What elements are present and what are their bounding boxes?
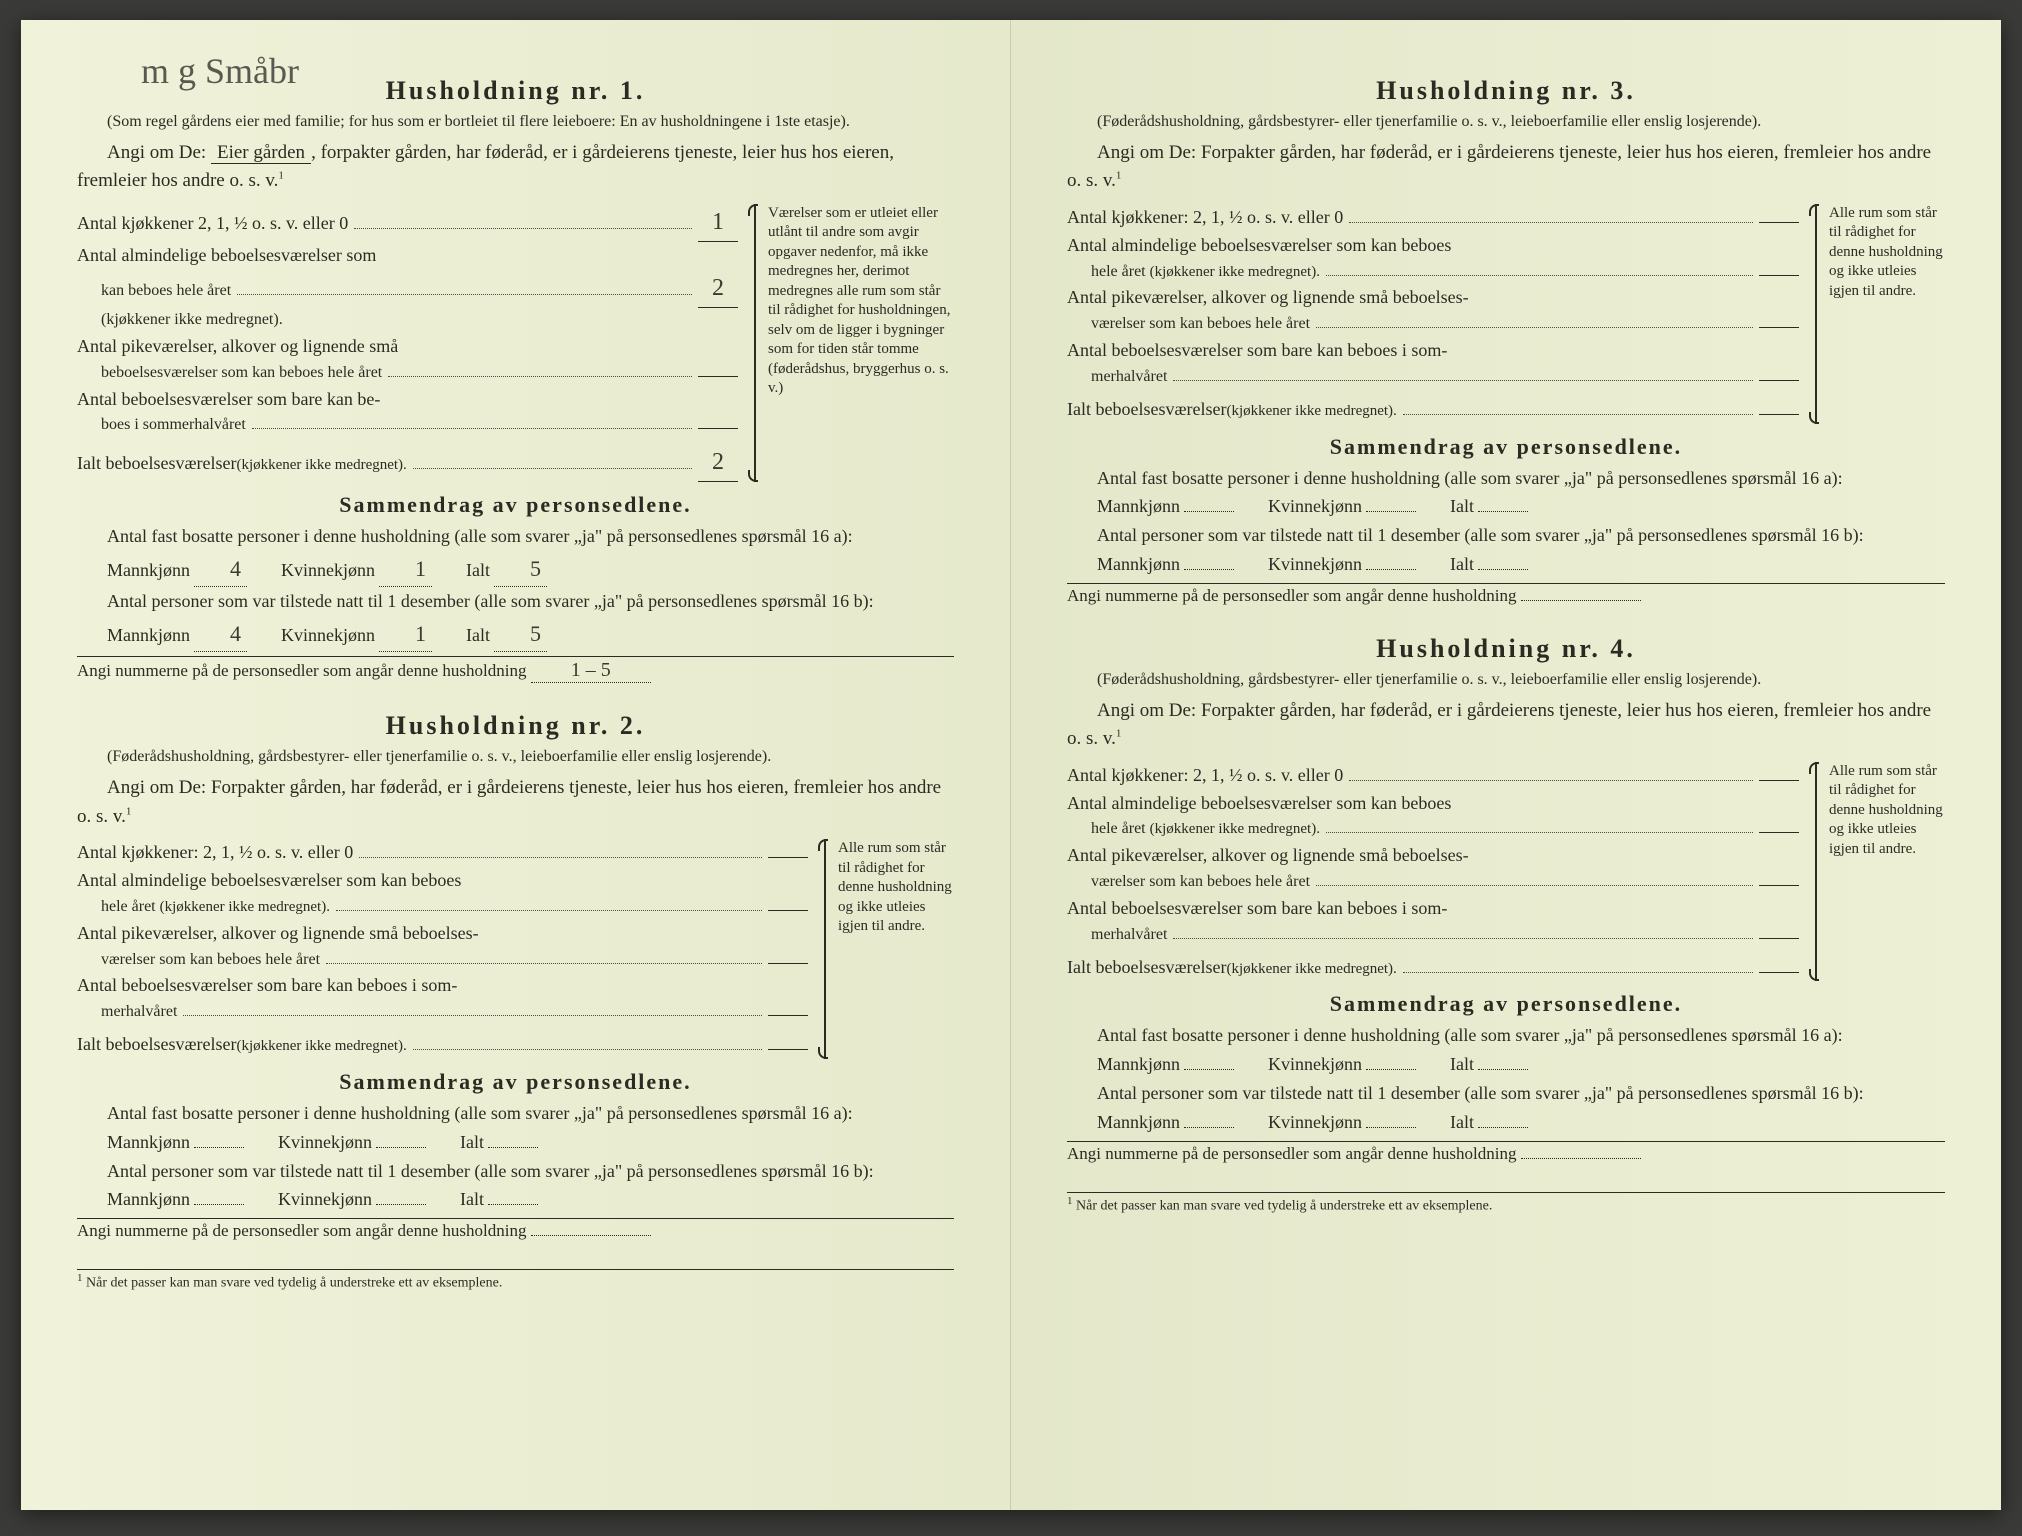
owner-underlined: Eier gården xyxy=(211,142,311,164)
summary-title: Sammendrag av personsedlene. xyxy=(1067,434,1945,460)
room-rows: Antal kjøkkener: 2, 1, ½ o. s. v. eller … xyxy=(77,839,808,1059)
q16b-female: 1 xyxy=(379,616,432,652)
bracket-note-other: Alle rum som står til rådighet for denne… xyxy=(824,839,954,1059)
room-counts-block: Antal kjøkkener 2, 1, ½ o. s. v. eller 0… xyxy=(77,204,954,483)
footnote: 1 Når det passer kan man svare ved tydel… xyxy=(77,1269,954,1292)
summary-line-b: Antal personer som var tilstede natt til… xyxy=(1067,521,1945,579)
summary-line-b: Antal personer som var tilstede natt til… xyxy=(77,587,954,652)
document-spread: m g Småbr Husholdning nr. 1. (Som regel … xyxy=(21,20,2001,1510)
household-title: Husholdning nr. 2. xyxy=(77,711,954,741)
q16a-female: 1 xyxy=(379,551,432,587)
room-rows: Antal kjøkkener 2, 1, ½ o. s. v. eller 0… xyxy=(77,204,738,483)
summary-line-a: Antal fast bosatte personer i denne hush… xyxy=(1067,464,1945,522)
summer-rooms-value xyxy=(698,428,738,429)
summary-line-b: Antal personer som var tilstede natt til… xyxy=(1067,1079,1945,1137)
ordinary-rooms-value: 2 xyxy=(698,270,738,308)
household-subtitle: (Føderådshusholdning, gårdsbestyrer- ell… xyxy=(1067,670,1945,691)
kitchens-value: 1 xyxy=(698,204,738,242)
page-right: Husholdning nr. 3. (Føderådshusholdning,… xyxy=(1011,20,2001,1510)
summary-line-a: Antal fast bosatte personer i denne hush… xyxy=(1067,1021,1945,1079)
small-rooms-value xyxy=(698,376,738,377)
q16b-male: 4 xyxy=(194,616,247,652)
small-rooms-value xyxy=(768,963,808,964)
summary-title: Sammendrag av personsedlene. xyxy=(1067,991,1945,1017)
angi-value: 1 – 5 xyxy=(531,659,651,683)
summary-line-a: Antal fast bosatte personer i denne hush… xyxy=(77,522,954,587)
ownership-prompt: Angi om De: Forpakter gården, har føderå… xyxy=(1067,697,1945,754)
page-left: m g Småbr Husholdning nr. 1. (Som regel … xyxy=(21,20,1011,1510)
ordinary-rooms-value xyxy=(768,910,808,911)
bracket-note-main: Værelser som er utleiet eller utlånt til… xyxy=(754,204,954,483)
household-2: Husholdning nr. 2. (Føderådshusholdning,… xyxy=(77,711,954,1241)
household-subtitle: (Føderådshusholdning, gårdsbestyrer- ell… xyxy=(1067,112,1945,133)
summary-title: Sammendrag av personsedlene. xyxy=(77,1069,954,1095)
household-3: Husholdning nr. 3. (Føderådshusholdning,… xyxy=(1067,76,1945,606)
ownership-prompt: Angi om De: Eier gården, forpakter gårde… xyxy=(77,139,954,196)
summary-line-a: Antal fast bosatte personer i denne hush… xyxy=(77,1099,954,1157)
room-counts-block: Antal kjøkkener: 2, 1, ½ o. s. v. eller … xyxy=(1067,762,1945,982)
household-subtitle: (Som regel gårdens eier med familie; for… xyxy=(77,112,954,133)
household-title: Husholdning nr. 4. xyxy=(1067,634,1945,664)
total-rooms-value xyxy=(768,1049,808,1050)
angi-line: Angi nummerne på de personsedler som ang… xyxy=(1067,1141,1945,1164)
handwritten-annotation: m g Småbr xyxy=(141,50,299,92)
summary-line-b: Antal personer som var tilstede natt til… xyxy=(77,1157,954,1215)
household-subtitle: (Føderådshusholdning, gårdsbestyrer- ell… xyxy=(77,747,954,768)
summer-rooms-value xyxy=(768,1015,808,1016)
bracket-note-other: Alle rum som står til rådighet for denne… xyxy=(1815,204,1945,424)
room-rows: Antal kjøkkener: 2, 1, ½ o. s. v. eller … xyxy=(1067,204,1799,424)
footnote: 1 Når det passer kan man svare ved tydel… xyxy=(1067,1192,1945,1215)
q16b-total: 5 xyxy=(494,616,547,652)
ownership-prompt: Angi om De: Forpakter gården, har føderå… xyxy=(77,774,954,831)
angi-line: Angi nummerne på de personsedler som ang… xyxy=(1067,583,1945,606)
angi-line: Angi nummerne på de personsedler som ang… xyxy=(77,1218,954,1241)
ownership-prompt: Angi om De: Forpakter gården, har føderå… xyxy=(1067,139,1945,196)
room-counts-block: Antal kjøkkener: 2, 1, ½ o. s. v. eller … xyxy=(1067,204,1945,424)
bracket-note-other: Alle rum som står til rådighet for denne… xyxy=(1815,762,1945,982)
summary-title: Sammendrag av personsedlene. xyxy=(77,492,954,518)
angi-line: Angi nummerne på de personsedler som ang… xyxy=(77,656,954,683)
total-rooms-value: 2 xyxy=(698,444,738,482)
kitchens-value xyxy=(768,857,808,858)
household-1: Husholdning nr. 1. (Som regel gårdens ei… xyxy=(77,76,954,683)
q16a-male: 4 xyxy=(194,551,247,587)
q16a-total: 5 xyxy=(494,551,547,587)
household-title: Husholdning nr. 3. xyxy=(1067,76,1945,106)
household-4: Husholdning nr. 4. (Føderådshusholdning,… xyxy=(1067,634,1945,1164)
room-counts-block: Antal kjøkkener: 2, 1, ½ o. s. v. eller … xyxy=(77,839,954,1059)
room-rows: Antal kjøkkener: 2, 1, ½ o. s. v. eller … xyxy=(1067,762,1799,982)
